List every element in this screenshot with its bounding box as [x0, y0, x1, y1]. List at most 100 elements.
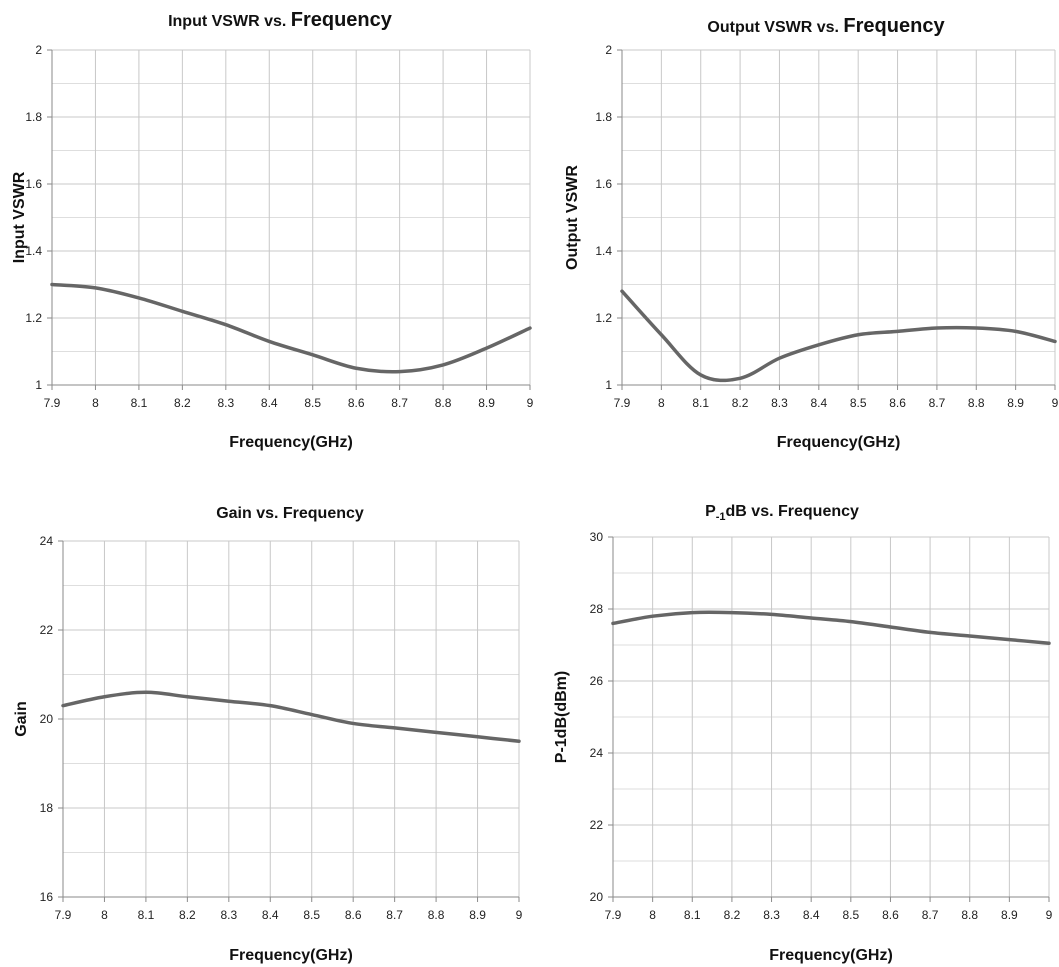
x-tick-label: 8.3 [771, 396, 788, 410]
x-tick-label: 8.4 [262, 908, 279, 922]
chart-title-part: Frequency [291, 9, 393, 31]
chart-panel-4: 20 22 24 26 28 30 7.9 8 8.1 8.2 8.3 8.4 8.5 8.6 8.7 8.8… [553, 503, 1053, 964]
x-tick-label: 8 [92, 396, 99, 410]
x-tick-label: 8.8 [435, 396, 452, 410]
y-tick-label: 28 [590, 602, 604, 616]
y-tick-label: 1.2 [25, 311, 42, 325]
x-tick-label: 7.9 [614, 396, 631, 410]
chart-title: Input VSWR vs. Frequency [168, 9, 393, 31]
x-tick-label: 8.6 [345, 908, 362, 922]
chart-title-part: Input VSWR vs. [168, 13, 291, 30]
chart-title-part: Frequency [843, 15, 945, 37]
series-line [61, 690, 521, 743]
y-tick-label: 1 [35, 378, 42, 392]
x-tick-label: 8 [101, 908, 108, 922]
x-tick-label: 8.6 [882, 908, 899, 922]
y-tick-label: 1.4 [25, 244, 42, 258]
y-axis-label: P-1dB(dBm) [553, 671, 570, 763]
chart-title-part: -1 [716, 511, 726, 523]
chart-title-part: Gain vs. Frequency [216, 505, 364, 522]
x-tick-label: 9 [1046, 908, 1053, 922]
y-axis-label: Output VSWR [564, 165, 581, 270]
x-tick-label: 8 [649, 908, 656, 922]
x-tick-label: 8.5 [304, 396, 321, 410]
x-tick-label: 8.1 [684, 908, 701, 922]
x-tick-label: 8.2 [732, 396, 749, 410]
y-tick-label: 24 [590, 746, 604, 760]
x-tick-label: 8.3 [217, 396, 234, 410]
chart-title: Gain vs. Frequency [216, 505, 364, 522]
x-tick-label: 8.3 [763, 908, 780, 922]
x-tick-label: 8.3 [220, 908, 237, 922]
x-tick-label: 8.8 [961, 908, 978, 922]
x-tick-label: 8.5 [842, 908, 859, 922]
y-tick-label: 1.8 [25, 110, 42, 124]
chart-title-part: Output VSWR vs. [707, 19, 843, 36]
x-tick-label: 8.1 [138, 908, 155, 922]
y-tick-label: 1.4 [595, 244, 612, 258]
y-axis-label: Gain [13, 701, 30, 737]
x-tick-label: 8.7 [922, 908, 939, 922]
x-tick-label: 8.6 [889, 396, 906, 410]
series-line [620, 289, 1057, 383]
x-tick-label: 9 [527, 396, 534, 410]
x-tick-label: 8.8 [968, 396, 985, 410]
series-line [611, 610, 1051, 645]
x-tick-label: 8.2 [724, 908, 741, 922]
y-tick-label: 2 [35, 43, 42, 57]
x-tick-label: 8 [658, 396, 665, 410]
x-tick-label: 7.9 [55, 908, 72, 922]
x-tick-label: 8.9 [478, 396, 495, 410]
x-tick-label: 8.5 [303, 908, 320, 922]
y-tick-label: 20 [590, 890, 604, 904]
x-axis-label: Frequency(GHz) [229, 947, 353, 964]
x-axis-label: Frequency(GHz) [229, 434, 353, 451]
y-tick-label: 24 [40, 534, 54, 548]
y-tick-label: 22 [590, 818, 604, 832]
chart-panel-2: 1 1.2 1.4 1.6 1.8 2 7.9 8 8.1 8.2 8.3 8.4 8.5 8.6 8.7 8… [564, 15, 1059, 451]
chart-panel-3: 16 18 20 22 24 7.9 8 8.1 8.2 8.3 8.4 8.5 8.6 8.7 8.8 8.… [13, 505, 523, 964]
chart-title-part: P [705, 503, 716, 520]
y-tick-label: 2 [605, 43, 612, 57]
x-tick-label: 8.7 [929, 396, 946, 410]
chart-title-part: dB vs. Frequency [726, 503, 859, 520]
x-tick-label: 8.6 [348, 396, 365, 410]
x-tick-label: 9 [516, 908, 523, 922]
chart-panel-1: 1 1.2 1.4 1.6 1.8 2 7.9 8 8.1 8.2 8.3 8.4 8.5 8.6 8.7 8… [11, 9, 534, 451]
y-tick-label: 18 [40, 801, 54, 815]
y-tick-label: 16 [40, 890, 54, 904]
x-tick-label: 8.9 [469, 908, 486, 922]
x-tick-label: 8.4 [261, 396, 278, 410]
chart-title: Output VSWR vs. Frequency [707, 15, 945, 37]
x-tick-label: 8.5 [850, 396, 867, 410]
x-tick-label: 8.9 [1007, 396, 1024, 410]
y-tick-label: 1 [605, 378, 612, 392]
y-tick-label: 26 [590, 674, 604, 688]
x-axis-label: Frequency(GHz) [769, 947, 893, 964]
x-tick-label: 8.7 [391, 396, 408, 410]
y-tick-label: 1.8 [595, 110, 612, 124]
x-tick-label: 9 [1052, 396, 1059, 410]
x-tick-label: 8.4 [810, 396, 827, 410]
x-tick-label: 8.4 [803, 908, 820, 922]
y-tick-label: 1.6 [595, 177, 612, 191]
y-tick-label: 30 [590, 530, 604, 544]
x-tick-label: 8.9 [1001, 908, 1018, 922]
x-tick-label: 8.7 [386, 908, 403, 922]
y-tick-label: 20 [40, 712, 54, 726]
chart-title: P-1dB vs. Frequency [705, 503, 859, 523]
y-tick-label: 1.2 [595, 311, 612, 325]
x-tick-label: 8.1 [692, 396, 709, 410]
x-tick-label: 8.8 [428, 908, 445, 922]
x-tick-label: 8.2 [179, 908, 196, 922]
x-tick-label: 8.1 [131, 396, 148, 410]
x-tick-label: 7.9 [605, 908, 622, 922]
x-tick-label: 7.9 [44, 396, 61, 410]
x-axis-label: Frequency(GHz) [777, 434, 901, 451]
y-tick-label: 22 [40, 623, 54, 637]
series-line [50, 282, 532, 374]
y-tick-label: 1.6 [25, 177, 42, 191]
y-axis-label: Input VSWR [11, 171, 28, 263]
x-tick-label: 8.2 [174, 396, 191, 410]
